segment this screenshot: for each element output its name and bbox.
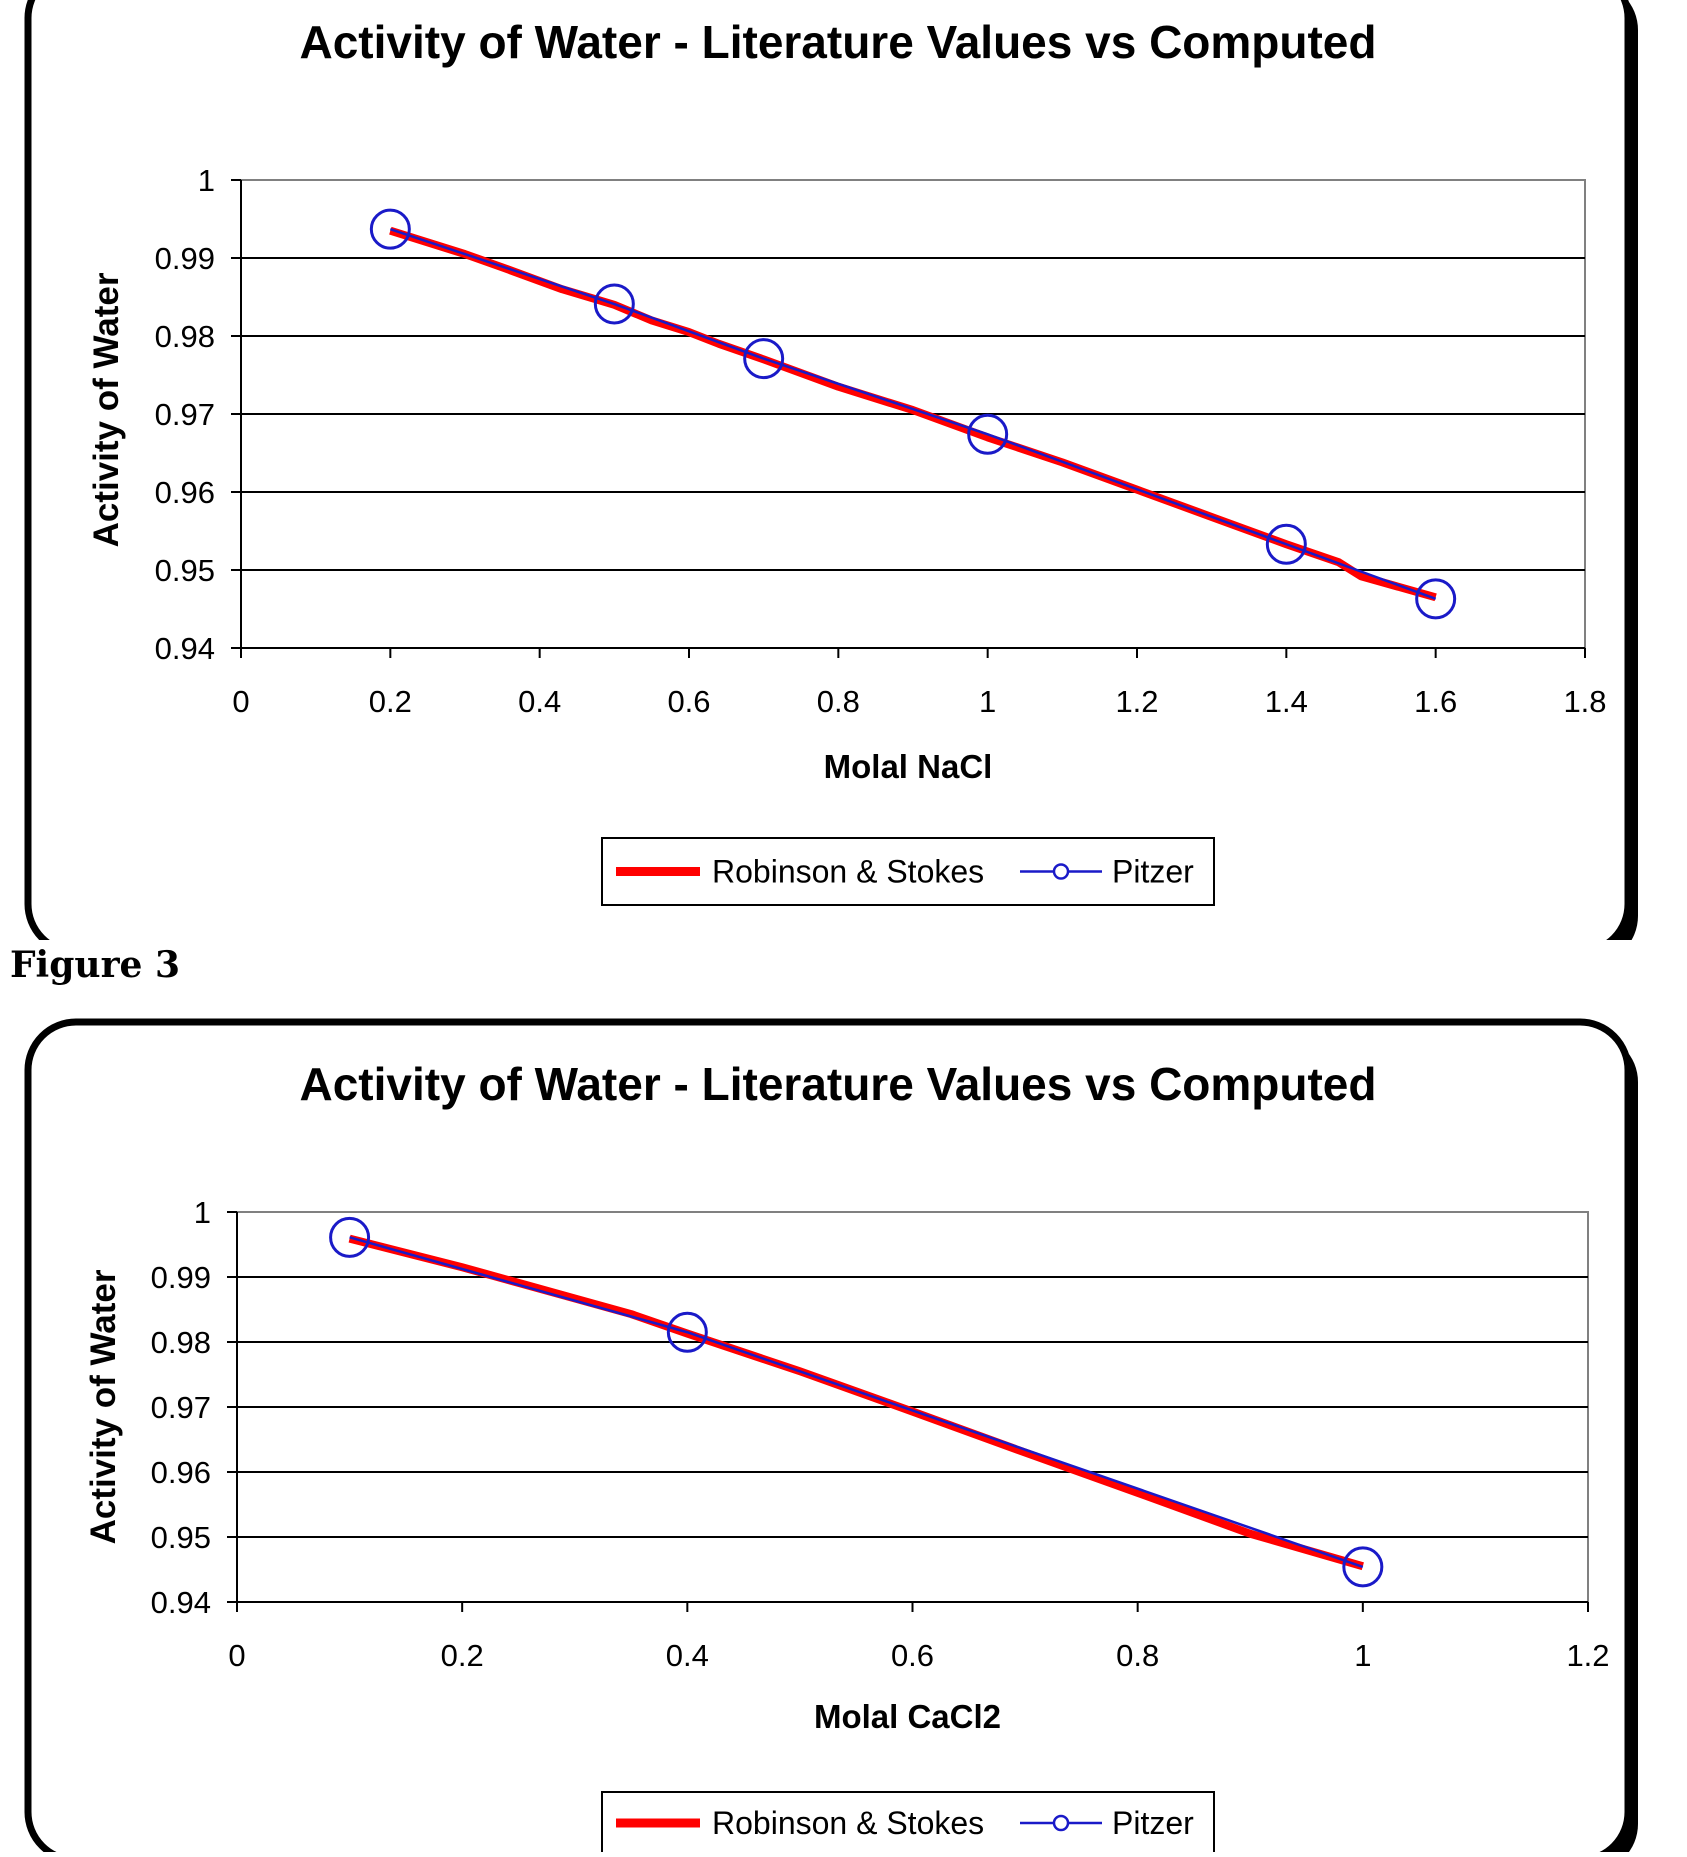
data-point-pitzer	[593, 283, 635, 325]
x-tick-label: 0.2	[441, 1638, 484, 1673]
y-tick-label: 0.99	[151, 1260, 211, 1295]
data-point-pitzer	[666, 1311, 708, 1353]
x-axis-label: Molal NaCl	[824, 748, 993, 785]
y-tick-label: 1	[194, 1195, 211, 1230]
x-tick-label: 1.2	[1566, 1638, 1609, 1673]
x-tick-label: 0.8	[1116, 1638, 1159, 1673]
y-tick-label: 0.97	[155, 397, 215, 432]
chart-title: Activity of Water - Literature Values vs…	[300, 1058, 1377, 1110]
x-tick-label: 1.6	[1414, 684, 1457, 719]
data-point-pitzer	[329, 1216, 371, 1258]
chart-frame-nacl: Activity of Water - Literature Values vs…	[24, 0, 1638, 964]
x-tick-label: 0	[232, 684, 249, 719]
data-point-pitzer	[1415, 578, 1457, 620]
legend-label-robinson-stokes: Robinson & Stokes	[712, 854, 984, 890]
x-tick-label: 0.6	[667, 684, 710, 719]
y-tick-label: 0.95	[155, 553, 215, 588]
x-tick-label: 1.4	[1265, 684, 1308, 719]
chart-title: Activity of Water - Literature Values vs…	[300, 16, 1377, 68]
data-point-pitzer	[1342, 1546, 1384, 1588]
x-tick-label: 0.8	[817, 684, 860, 719]
y-axis-label: Activity of Water	[87, 272, 126, 547]
data-point-pitzer	[369, 208, 411, 250]
y-tick-label: 0.94	[151, 1585, 211, 1620]
x-tick-label: 1	[1354, 1638, 1371, 1673]
data-point-pitzer	[967, 413, 1009, 455]
legend-label-pitzer: Pitzer	[1112, 854, 1194, 890]
y-tick-label: 0.99	[155, 241, 215, 276]
legend-label-robinson-stokes: Robinson & Stokes	[712, 1805, 984, 1841]
chart-frame-border	[24, 0, 1632, 956]
y-tick-label: 0.95	[151, 1520, 211, 1555]
x-tick-label: 0.6	[891, 1638, 934, 1673]
y-tick-label: 0.94	[155, 631, 215, 666]
legend-label-pitzer: Pitzer	[1112, 1805, 1194, 1841]
y-tick-label: 1	[198, 163, 215, 198]
figure-caption: Figure 3	[10, 944, 181, 986]
data-point-pitzer	[1265, 523, 1307, 565]
chart-frame-cacl2: Activity of Water - Literature Values vs…	[0, 1012, 1687, 1857]
chart-svg: Activity of Water - Literature Values vs…	[24, 1018, 1638, 1857]
x-tick-label: 1	[979, 684, 996, 719]
chart-svg: Activity of Water - Literature Values vs…	[24, 0, 1638, 964]
x-tick-label: 1.2	[1115, 684, 1158, 719]
y-tick-label: 0.98	[151, 1325, 211, 1360]
data-point-pitzer	[743, 338, 785, 380]
legend-swatch-pitzer-marker	[1052, 863, 1070, 880]
y-tick-label: 0.97	[151, 1390, 211, 1425]
x-tick-label: 0.4	[518, 684, 561, 719]
x-tick-label: 0.4	[666, 1638, 709, 1673]
series-line-pitzer	[389, 227, 1437, 601]
legend-swatch-pitzer-marker	[1052, 1814, 1070, 1832]
series-line-pitzer	[349, 1236, 1364, 1569]
x-axis-label: Molal CaCl2	[814, 1698, 1001, 1735]
y-axis-label: Activity of Water	[84, 1269, 123, 1544]
x-tick-label: 1.8	[1563, 684, 1606, 719]
y-tick-label: 0.96	[151, 1455, 211, 1490]
chart-frame-border	[24, 1018, 1632, 1857]
y-tick-label: 0.98	[155, 319, 215, 354]
y-tick-label: 0.96	[155, 475, 215, 510]
legend-box	[601, 1791, 1215, 1855]
x-tick-label: 0.2	[369, 684, 412, 719]
x-tick-label: 0	[228, 1638, 245, 1673]
legend-box	[601, 837, 1215, 906]
